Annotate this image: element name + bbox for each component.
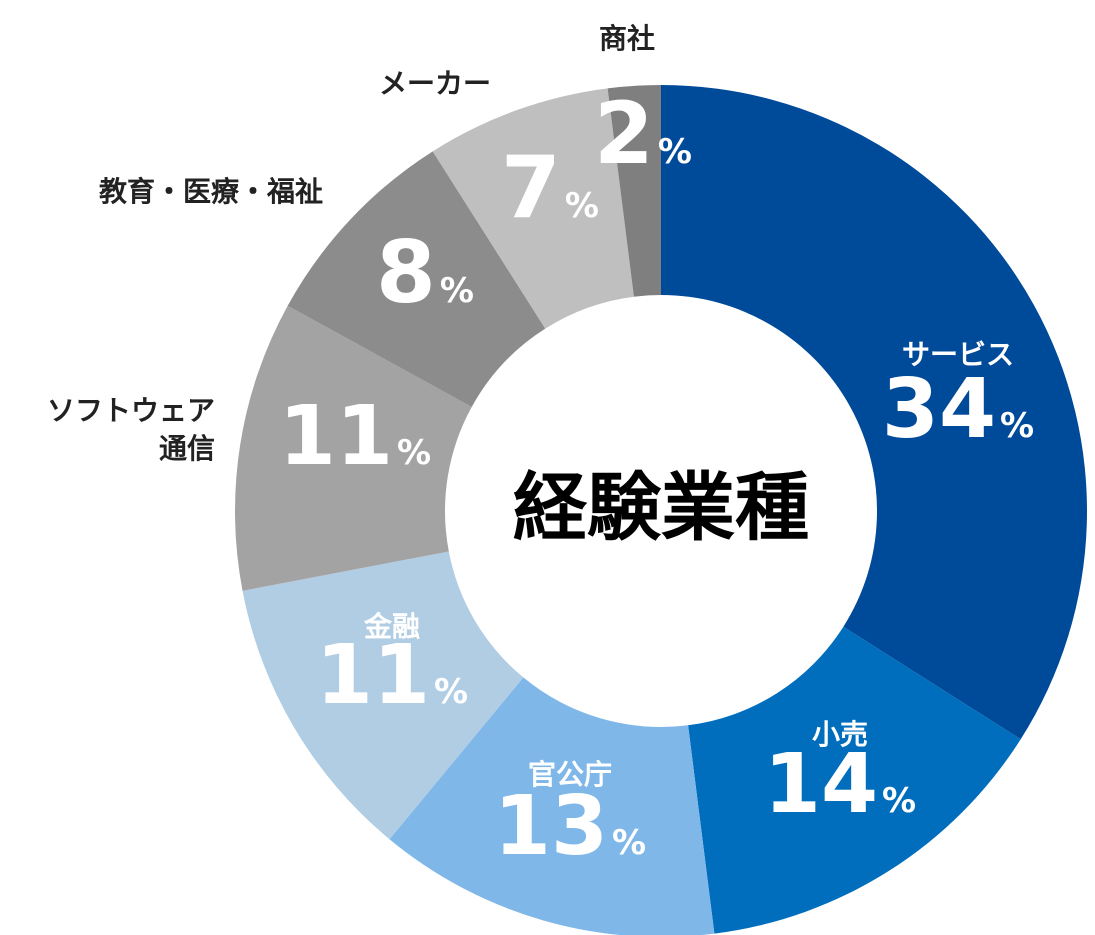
slice-5 [287, 151, 546, 407]
slice-label-6-line-0: メーカー [379, 67, 491, 100]
slice-label-3: 金融 [363, 610, 420, 643]
slice-label-5-line-0: 教育・医療・福祉 [99, 175, 323, 208]
slice-3 [242, 551, 524, 840]
chart-slices [235, 85, 1087, 935]
slice-label-1: 小売 [812, 718, 868, 751]
slice-value-3: 11% [316, 628, 468, 723]
slice-1 [688, 626, 1021, 934]
slice-value-5: 8% [376, 223, 474, 323]
slice-label-2: 官公庁 [528, 758, 612, 791]
slice-label-4-line-1: 通信 [159, 432, 215, 465]
slice-value-4: 11% [279, 389, 431, 484]
slice-value-0: 34% [882, 362, 1034, 457]
chart-title: 経験業種 [513, 465, 809, 551]
slice-2 [389, 677, 715, 935]
slice-label-7-line-0: 商社 [599, 22, 655, 55]
slice-7 [607, 85, 661, 297]
slice-label-4-line-0: ソフトウェア [47, 394, 215, 427]
slice-value-6: 7% [501, 138, 599, 238]
slice-value-2: 13% [494, 779, 646, 874]
slice-4 [235, 305, 472, 591]
slice-6 [432, 88, 634, 329]
slice-0 [661, 85, 1087, 740]
slice-value-7: 2% [594, 84, 692, 184]
slice-value-1: 14% [764, 737, 916, 832]
slice-label-0: サービス [902, 338, 1014, 371]
